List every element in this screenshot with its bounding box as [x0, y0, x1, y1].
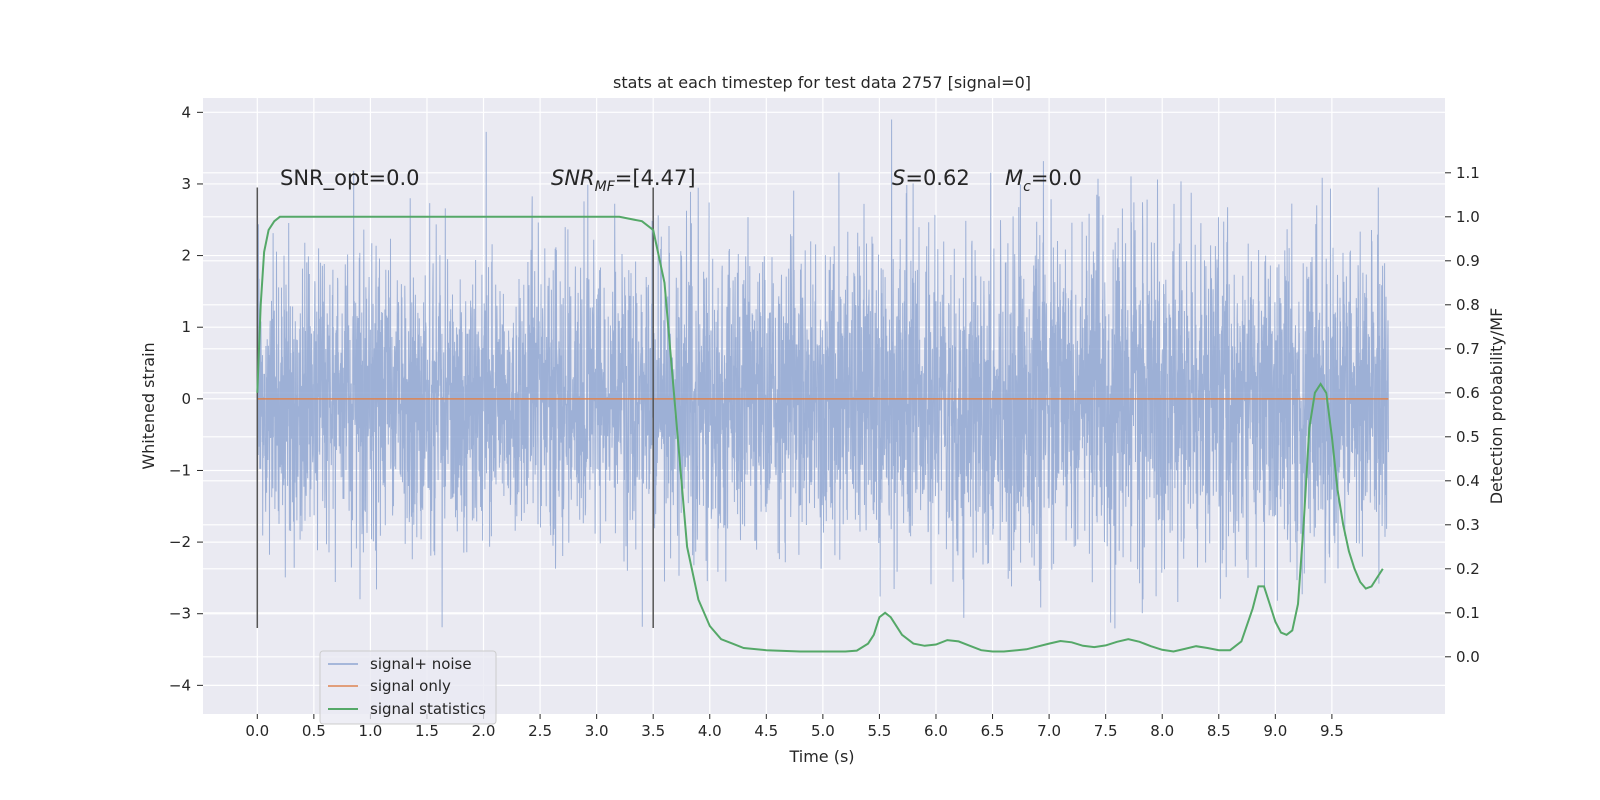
legend-box — [319, 650, 497, 725]
x-tick-label: 6.5 — [981, 722, 1005, 740]
x-tick-label: 4.0 — [698, 722, 722, 740]
legend-label-signal-statistics: signal statistics — [370, 700, 486, 718]
vertical-markers — [256, 187, 654, 629]
x-tick-label: 7.5 — [1094, 722, 1118, 740]
x-axis-label: Time (s) — [788, 747, 854, 766]
y2-tick-label: 0.8 — [1456, 296, 1480, 314]
y2-tick-label: 0.9 — [1456, 252, 1480, 270]
s-value: =0.62 — [905, 166, 969, 190]
x-tick-label: 7.0 — [1037, 722, 1061, 740]
y2-tick-label: 1.1 — [1456, 164, 1480, 182]
annotation-mc: Mc=0.0 — [1005, 166, 1082, 195]
x-tick-label: 1.0 — [358, 722, 382, 740]
signal-noise-line — [256, 119, 1389, 629]
annotation-snr-mf: SNRMF=[4.47] — [551, 166, 696, 195]
y-tick-label: −4 — [169, 676, 191, 694]
y-tick-label: 4 — [181, 103, 191, 121]
y-tick-label: 1 — [181, 318, 191, 336]
chart-title: stats at each timestep for test data 275… — [613, 73, 1031, 92]
snr-mf-symbol: SNR — [551, 166, 595, 190]
snr-mf-subscript: MF — [595, 179, 616, 195]
x-tick-label: 6.0 — [924, 722, 948, 740]
x-tick-label: 0.5 — [302, 722, 326, 740]
x-tick-label: 5.5 — [867, 722, 891, 740]
axis-ticks: 0.0 0.5 1.0 1.5 2.0 2.5 3.0 3.5 4.0 4.5 5.0 5.5 6.0 6… — [169, 103, 1480, 740]
annotation-s: S=0.62 — [892, 166, 970, 190]
mc-subscript: c — [1023, 179, 1031, 195]
legend: signal+ noise signal only signal statist… — [319, 650, 497, 725]
mc-symbol: M — [1005, 166, 1023, 190]
y2-tick-label: 0.4 — [1456, 472, 1480, 490]
y2-tick-label: 0.7 — [1456, 340, 1480, 358]
y2-tick-label: 0.0 — [1456, 648, 1480, 666]
y2-axis-label: Detection probability/MF — [1487, 308, 1506, 505]
x-tick-label: 8.5 — [1207, 722, 1231, 740]
x-tick-label: 3.0 — [585, 722, 609, 740]
y2-tick-label: 0.3 — [1456, 516, 1480, 534]
signal-statistics-series — [256, 215, 1384, 653]
y2-tick-label: 0.6 — [1456, 384, 1480, 402]
x-tick-label: 4.5 — [754, 722, 778, 740]
mc-value: =0.0 — [1031, 166, 1082, 190]
legend-label-signal-only: signal only — [370, 677, 451, 695]
y-tick-label: 0 — [181, 390, 191, 408]
x-tick-label: 5.0 — [811, 722, 835, 740]
x-tick-label: 3.5 — [641, 722, 665, 740]
s-symbol: S — [892, 166, 905, 190]
y-tick-label: −1 — [169, 461, 191, 479]
y-tick-label: 3 — [181, 175, 191, 193]
y2-tick-label: 0.1 — [1456, 604, 1480, 622]
y2-tick-label: 0.5 — [1456, 428, 1480, 446]
legend-label-signal-noise: signal+ noise — [370, 655, 472, 673]
y-tick-label: −2 — [169, 533, 191, 551]
y2-tick-label: 1.0 — [1456, 208, 1480, 226]
y2-tick-label: 0.2 — [1456, 560, 1480, 578]
y-tick-label: 2 — [181, 247, 191, 265]
x-tick-label: 1.5 — [415, 722, 439, 740]
snr-mf-value: =[4.47] — [615, 166, 696, 190]
x-tick-label: 9.5 — [1320, 722, 1344, 740]
x-tick-label: 2.0 — [472, 722, 496, 740]
annotation-snr-opt: SNR_opt=0.0 — [280, 166, 420, 191]
x-tick-label: 8.0 — [1150, 722, 1174, 740]
x-tick-label: 9.0 — [1263, 722, 1287, 740]
y-axis-label: Whitened strain — [139, 342, 158, 469]
signal-noise-series — [256, 119, 1389, 629]
x-tick-label: 0.0 — [245, 722, 269, 740]
x-tick-label: 2.5 — [528, 722, 552, 740]
y-tick-label: −3 — [169, 605, 191, 623]
